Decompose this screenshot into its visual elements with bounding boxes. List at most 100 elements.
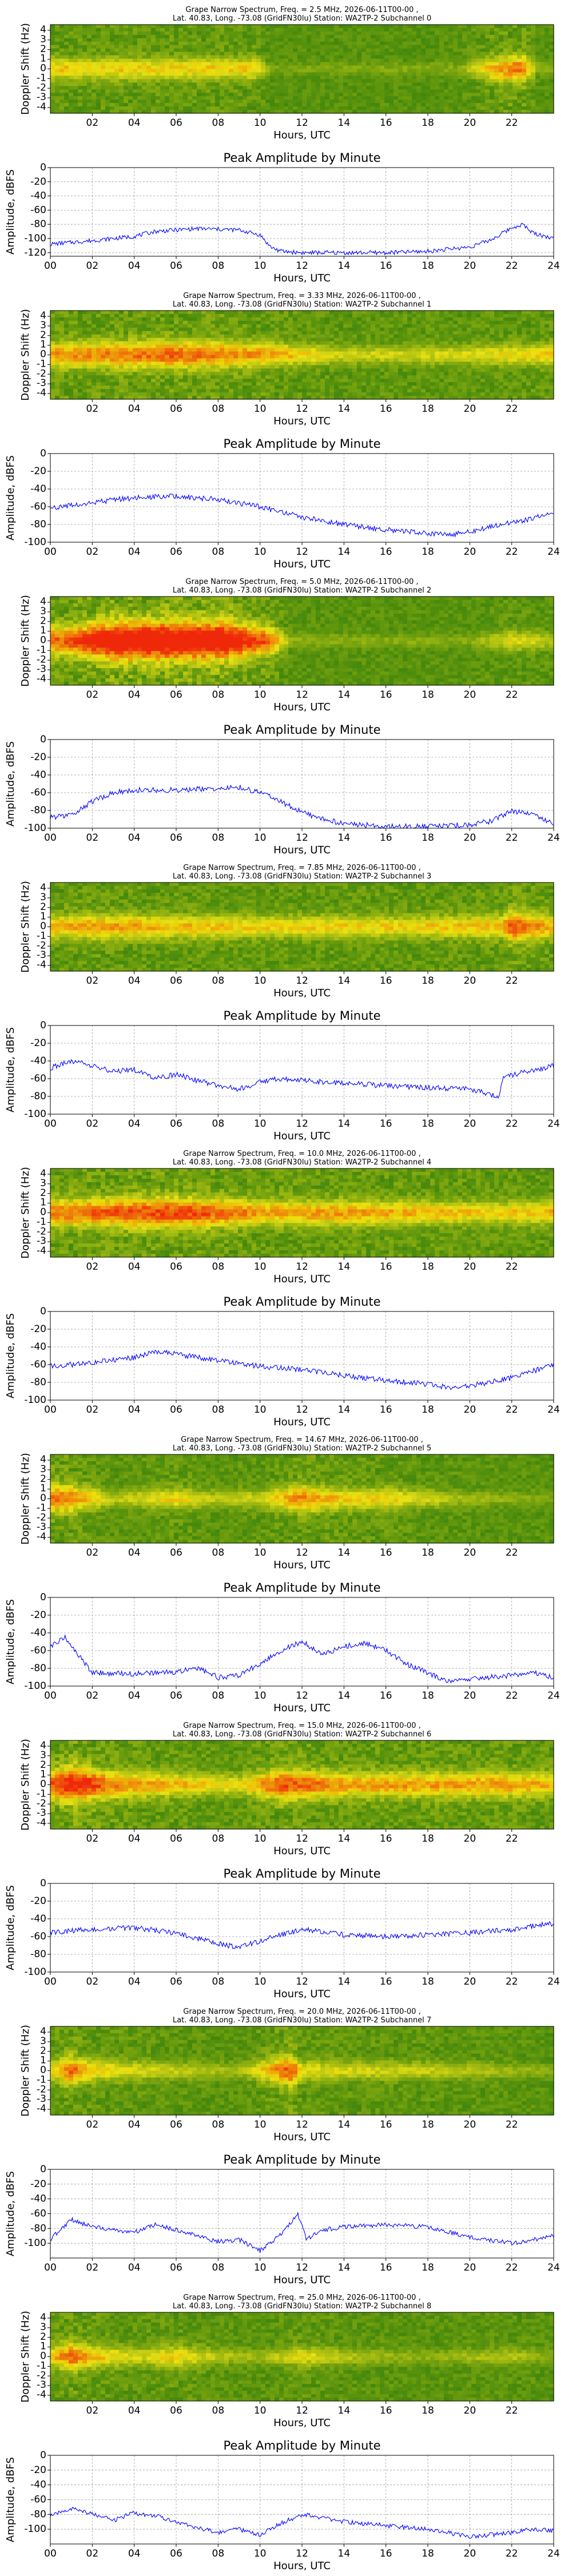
x-tick-label: 06 (170, 2405, 182, 2416)
x-tick-label: 04 (128, 546, 141, 558)
x-tick-label: 20 (464, 975, 476, 987)
y-tick-label: -20 (30, 2464, 46, 2476)
y-tick-label: -60 (30, 1073, 46, 1084)
x-tick-label: 18 (422, 1547, 434, 1559)
y-tick-label: 0 (40, 1592, 46, 1603)
spectrogram-y-axis-label: Doppler Shift (Hz) (19, 23, 31, 115)
x-tick-label: 16 (380, 403, 392, 415)
x-tick-label: 10 (254, 403, 267, 415)
x-tick-label: 18 (422, 546, 434, 558)
x-tick-label: 12 (296, 546, 308, 558)
x-tick-label: 16 (380, 1690, 392, 1702)
spectrogram-title-line1: Grape Narrow Spectrum, Freq. = 15.0 MHz,… (183, 1722, 420, 1730)
x-tick-label: 02 (86, 1118, 99, 1130)
y-tick-label: -4 (37, 2389, 46, 2400)
amplitude-x-axis-label: Hours, UTC (273, 558, 331, 570)
amplitude-x-axis-label: Hours, UTC (273, 272, 331, 284)
spectrogram-y-axis-label: Doppler Shift (Hz) (19, 1453, 31, 1545)
spectrogram-y-axis-label: Doppler Shift (Hz) (19, 2025, 31, 2117)
y-tick-label: -60 (30, 1645, 46, 1656)
x-tick-label: 00 (44, 2548, 57, 2559)
x-tick-label: 18 (422, 2405, 434, 2416)
amplitude-panel: Peak Amplitude by Minute0-20-40-60-80-10… (5, 1295, 560, 1428)
x-tick-label: 12 (296, 260, 308, 272)
x-tick-label: 08 (212, 975, 225, 987)
x-tick-label: 12 (296, 1547, 308, 1559)
x-tick-label: 06 (170, 260, 182, 272)
x-tick-label: 18 (422, 1976, 434, 1987)
x-tick-label: 10 (254, 1404, 267, 1416)
x-tick-label: 08 (212, 1261, 225, 1273)
x-tick-label: 12 (296, 2262, 308, 2273)
y-tick-label: -4 (37, 1531, 46, 1543)
x-tick-label: 20 (464, 1261, 476, 1273)
x-tick-label: 22 (506, 2405, 518, 2416)
x-tick-label: 00 (44, 1690, 57, 1702)
y-tick-label: -4 (37, 387, 46, 399)
spectrogram-panel: Grape Narrow Spectrum, Freq. = 14.67 MHz… (19, 1436, 554, 1571)
x-tick-label: 10 (254, 546, 267, 558)
y-tick-label: -60 (30, 501, 46, 512)
x-tick-label: 20 (464, 1547, 476, 1559)
y-tick-label: -60 (30, 1931, 46, 1942)
y-tick-label: 0 (40, 162, 46, 173)
x-tick-label: 00 (44, 2262, 57, 2273)
x-tick-label: 20 (464, 2262, 476, 2273)
x-tick-label: 14 (338, 1118, 351, 1130)
x-tick-label: 06 (170, 2548, 182, 2559)
y-tick-label: -80 (30, 519, 46, 530)
x-tick-label: 16 (380, 1261, 392, 1273)
y-tick-label: -20 (30, 466, 46, 477)
y-tick-label: -60 (30, 1359, 46, 1370)
x-tick-label: 20 (464, 2548, 476, 2559)
x-tick-label: 20 (464, 1118, 476, 1130)
amplitude-panel: Peak Amplitude by Minute0-20-40-60-80-10… (5, 723, 560, 856)
x-tick-label: 18 (422, 117, 434, 129)
y-tick-label: -80 (30, 2223, 46, 2234)
x-tick-label: 04 (128, 2548, 141, 2559)
y-tick-label: -100 (24, 2523, 46, 2535)
y-tick-label: -100 (24, 1680, 46, 1692)
x-tick-label: 12 (296, 832, 308, 844)
amplitude-x-axis-label: Hours, UTC (273, 1416, 331, 1428)
y-tick-label: -40 (30, 190, 46, 202)
y-tick-label: 0 (40, 1020, 46, 1031)
x-tick-label: 24 (547, 260, 560, 272)
spectrogram-image (50, 25, 554, 114)
x-tick-label: 20 (464, 546, 476, 558)
x-tick-label: 10 (254, 1261, 267, 1273)
x-tick-label: 22 (506, 2262, 518, 2273)
x-tick-label: 18 (422, 2119, 434, 2130)
x-tick-label: 12 (296, 2405, 308, 2416)
amplitude-title: Peak Amplitude by Minute (224, 2153, 381, 2166)
y-tick-label: -40 (30, 1341, 46, 1353)
amplitude-y-axis-label: Amplitude, dBFS (5, 169, 17, 255)
x-tick-label: 22 (506, 1261, 518, 1273)
x-tick-label: 10 (254, 975, 267, 987)
y-tick-label: -100 (24, 536, 46, 548)
y-tick-label: -4 (37, 1817, 46, 1828)
x-tick-label: 22 (506, 2548, 518, 2559)
amplitude-y-axis-label: Amplitude, dBFS (5, 1027, 17, 1112)
x-tick-label: 22 (506, 975, 518, 987)
amplitude-panel: Peak Amplitude by Minute0-20-40-60-80-10… (5, 1867, 560, 2000)
spectrogram-panel: Grape Narrow Spectrum, Freq. = 20.0 MHz,… (19, 2007, 554, 2143)
x-tick-label: 12 (296, 975, 308, 987)
x-tick-label: 10 (254, 1833, 267, 1844)
x-tick-label: 10 (254, 1547, 267, 1559)
amplitude-title: Peak Amplitude by Minute (224, 151, 381, 165)
x-tick-label: 02 (86, 832, 99, 844)
x-tick-label: 04 (128, 403, 141, 415)
x-tick-label: 18 (422, 1404, 434, 1416)
y-tick-label: -20 (30, 176, 46, 188)
y-tick-label: -20 (30, 1323, 46, 1335)
x-tick-label: 06 (170, 1976, 182, 1987)
spectrogram-y-axis-label: Doppler Shift (Hz) (19, 2311, 31, 2403)
y-tick-label: -60 (30, 787, 46, 798)
spectrogram-title-line2: Lat. 40.83, Long. -73.08 (GridFN30lu) St… (173, 872, 431, 881)
y-tick-label: -100 (24, 2237, 46, 2249)
spectrogram-title-line1: Grape Narrow Spectrum, Freq. = 14.67 MHz… (181, 1436, 423, 1444)
x-tick-label: 08 (212, 689, 225, 701)
x-tick-label: 08 (212, 1690, 225, 1702)
x-tick-label: 14 (338, 403, 351, 415)
